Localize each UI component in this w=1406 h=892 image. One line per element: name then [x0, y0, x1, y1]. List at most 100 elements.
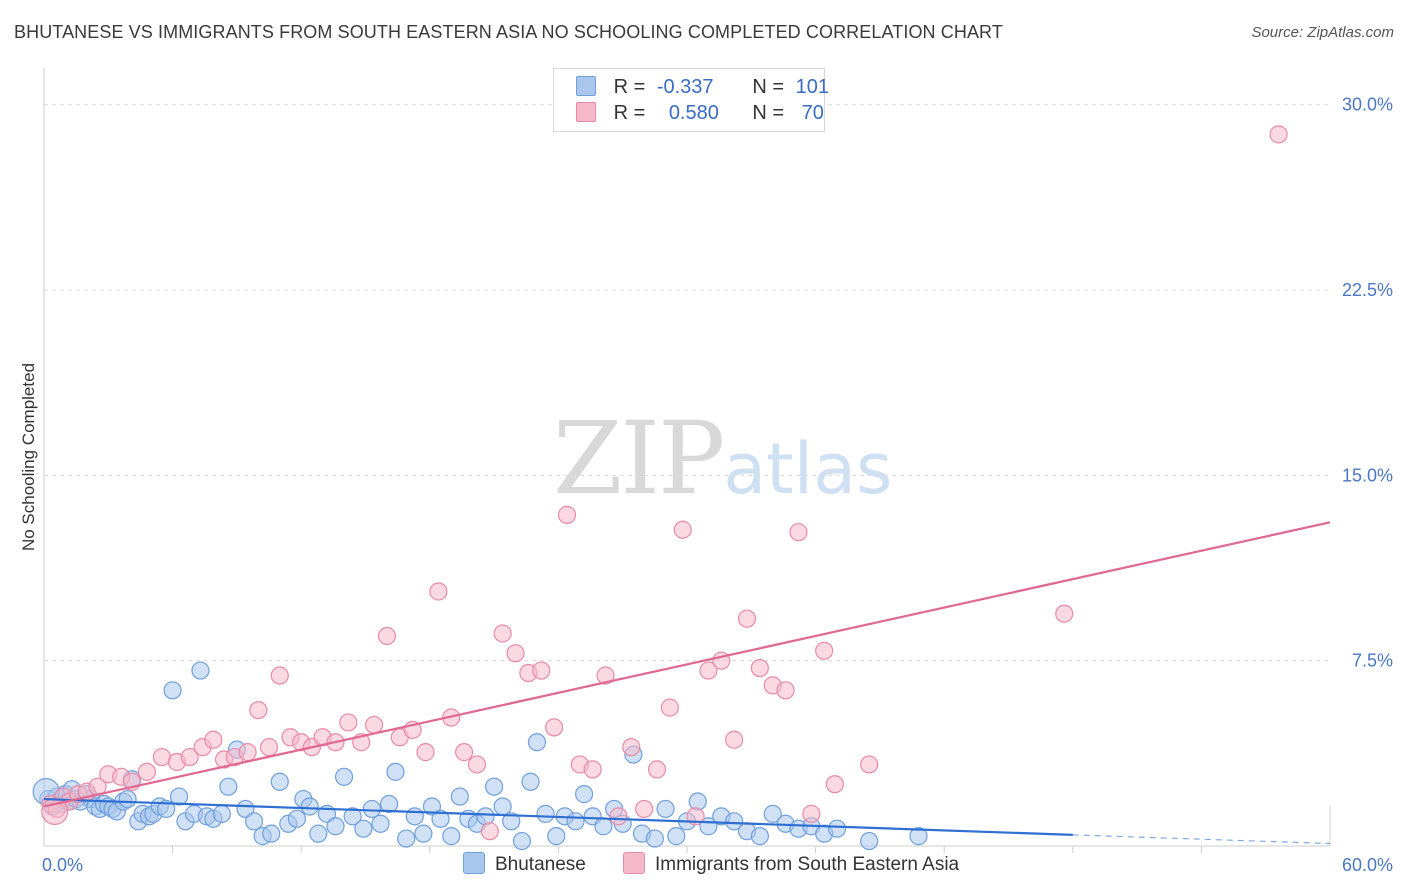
bhutanese-point [450, 787, 469, 806]
immigrants-point [802, 804, 821, 823]
bhutanese-point [521, 772, 540, 791]
immigrants-point [583, 760, 602, 779]
immigrants-point [152, 747, 171, 767]
chart-title: BHUTANESE VS IMMIGRANTS FROM SOUTH EASTE… [14, 22, 1003, 42]
bhutanese-point [860, 831, 879, 851]
y-tick-label: 7.5% [1352, 651, 1393, 671]
bhutanese-point [725, 812, 744, 831]
immigrants-point [789, 523, 808, 542]
immigrants-point [204, 730, 223, 749]
bhutanese-trendline-extension [1072, 834, 1331, 845]
legend-r-value: -0.337 [656, 76, 714, 98]
bhutanese-point [219, 777, 238, 796]
bhutanese-point [536, 804, 555, 823]
bhutanese-point [414, 824, 433, 843]
immigrants-point [467, 755, 487, 774]
x-tick-label: 60.0% [1342, 855, 1393, 875]
bottom-legend-swatch-immigrants [623, 852, 645, 874]
legend-row-immigrants: R = 0.580 N = 70 [576, 102, 824, 126]
immigrants-point [137, 762, 156, 781]
bhutanese-point [262, 824, 281, 843]
bhutanese-point [594, 817, 613, 836]
immigrants-point [860, 755, 879, 774]
bhutanese-point [575, 785, 594, 804]
legend-swatch-immigrants [576, 102, 596, 122]
bhutanese-point [688, 792, 707, 811]
bhutanese-point [334, 767, 354, 786]
y-tick-label: 30.0% [1342, 95, 1393, 115]
legend-n-label: N = [752, 102, 785, 124]
bottom-legend-label: Bhutanese [495, 854, 586, 875]
immigrants-point [609, 807, 628, 826]
immigrants-point [660, 698, 679, 717]
immigrants-point [815, 641, 834, 660]
bhutanese-point [212, 804, 231, 823]
immigrants-trendline [43, 521, 1331, 808]
bhutanese-point [371, 814, 390, 833]
legend-r-label: R = [613, 102, 646, 124]
bhutanese-point [300, 797, 319, 816]
y-axis-label: No Schooling Completed [19, 363, 38, 551]
bhutanese-point [343, 807, 362, 826]
x-tick-label: 0.0% [42, 855, 83, 875]
legend-n-value: 70 [801, 102, 824, 124]
bhutanese-point [827, 819, 847, 838]
immigrants-point [673, 520, 692, 539]
bhutanese-point [405, 807, 424, 826]
immigrants-point [180, 747, 199, 767]
immigrants-point [238, 743, 257, 762]
y-tick-label: 15.0% [1342, 465, 1393, 485]
immigrants-point [259, 738, 279, 757]
bhutanese-point [763, 804, 782, 823]
bhutanese-point [236, 799, 255, 819]
immigrants-point [377, 626, 397, 646]
bhutanese-point [909, 827, 928, 846]
immigrants-point [249, 700, 268, 720]
bhutanese-point [386, 762, 405, 781]
immigrants-point [270, 666, 289, 685]
bhutanese-point [157, 799, 176, 819]
bottom-legend-bhutanese: Bhutanese [463, 852, 586, 876]
bottom-legend-immigrants: Immigrants from South Eastern Asia [623, 852, 959, 876]
immigrants-point [776, 681, 795, 700]
legend-r-label: R = [613, 76, 646, 98]
immigrants-point [1055, 604, 1074, 623]
bhutanese-point [750, 827, 769, 846]
watermark-zip: ZIP [553, 400, 725, 517]
watermark: ZIPatlas [553, 400, 892, 517]
legend-r-value: 0.580 [668, 102, 719, 124]
bhutanese-point [244, 812, 264, 831]
immigrants-point [622, 738, 641, 757]
source-label: Source: ZipAtlas.com [1251, 24, 1394, 41]
bhutanese-point [512, 831, 532, 851]
immigrants-point [725, 730, 744, 749]
bhutanese-point [287, 809, 307, 828]
bhutanese-point [309, 824, 328, 843]
immigrants-point [493, 624, 512, 643]
immigrants-point [454, 743, 474, 762]
bhutanese-trendline [43, 797, 1073, 836]
bhutanese-point [326, 817, 345, 836]
immigrants-point [635, 799, 654, 819]
bhutanese-point [645, 829, 664, 848]
bhutanese-point [169, 787, 189, 806]
bhutanese-point [656, 799, 675, 819]
immigrants-point [364, 715, 384, 735]
immigrants-point [1269, 125, 1288, 144]
immigrants-point [416, 743, 435, 762]
watermark-atlas: atlas [723, 428, 893, 510]
bhutanese-point [431, 809, 450, 828]
legend-n-value: 101 [795, 76, 829, 98]
immigrants-point [506, 644, 525, 663]
immigrants-point [339, 713, 358, 732]
bhutanese-point [493, 797, 512, 816]
immigrants-point [545, 718, 564, 737]
bhutanese-point [270, 772, 289, 791]
immigrants-point [825, 775, 844, 794]
immigrants-point [596, 666, 615, 685]
bhutanese-point [566, 812, 585, 831]
bhutanese-point [485, 777, 504, 796]
bhutanese-point [379, 794, 399, 814]
bhutanese-point [422, 797, 442, 816]
